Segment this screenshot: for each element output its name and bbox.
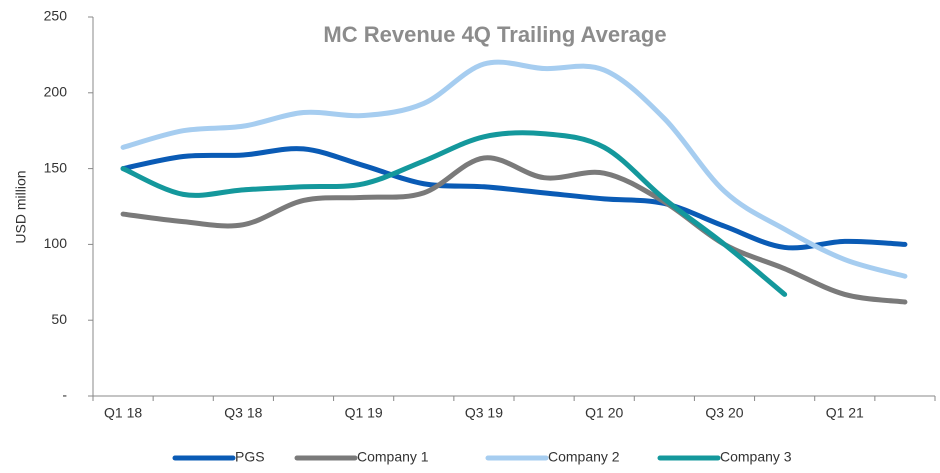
- y-tick-label: 150: [44, 159, 68, 175]
- x-tick-label: Q3 18: [224, 405, 262, 421]
- x-tick-label: Q1 20: [585, 405, 623, 421]
- x-tick-label: Q3 20: [705, 405, 743, 421]
- x-tick-label: Q1 21: [826, 405, 864, 421]
- series-line: [120, 130, 788, 297]
- y-tick-label: 250: [44, 8, 68, 24]
- y-tick-label: 50: [51, 311, 67, 327]
- y-tick-label: 100: [44, 235, 68, 251]
- legend-label: PGS: [235, 449, 265, 465]
- y-axis-label: USD million: [13, 170, 29, 243]
- y-tick-label: -: [62, 387, 67, 403]
- series-line: [120, 146, 908, 251]
- chart-title: MC Revenue 4Q Trailing Average: [323, 22, 666, 47]
- y-tick-label: 200: [44, 84, 68, 100]
- legend-label: Company 1: [357, 449, 429, 465]
- x-tick-label: Q3 19: [465, 405, 503, 421]
- series-line: [120, 59, 908, 279]
- x-tick-label: Q1 19: [345, 405, 383, 421]
- series-line: [120, 155, 908, 305]
- legend-label: Company 3: [720, 449, 792, 465]
- legend-label: Company 2: [548, 449, 620, 465]
- x-tick-label: Q1 18: [104, 405, 142, 421]
